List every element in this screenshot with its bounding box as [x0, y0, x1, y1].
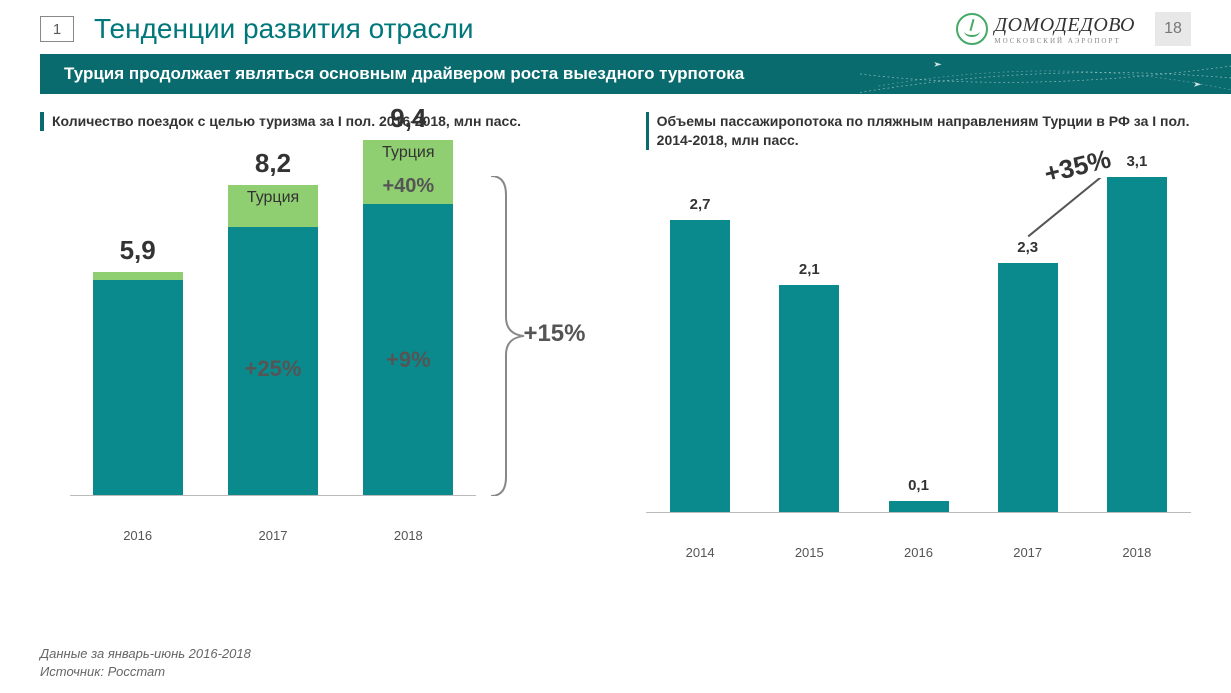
bar-value-label: 3,1 — [1107, 153, 1167, 170]
chart-title-accent — [40, 112, 44, 131]
x-axis-tick: 2017 — [973, 545, 1082, 560]
bar-total-label: 8,2 — [228, 148, 318, 179]
x-axis-tick: 2018 — [341, 528, 476, 543]
chart-title-accent — [646, 112, 649, 150]
slide-title: Тенденции развития отрасли — [94, 13, 956, 45]
logo-icon — [956, 13, 988, 45]
growth-arrow-icon — [646, 178, 1192, 513]
turkey-segment-label: Турция — [228, 189, 318, 207]
stacked-bar: +25%Турция8,2 — [228, 185, 318, 495]
base-growth-label: +25% — [228, 356, 318, 382]
turkey-growth-label: +40% — [363, 175, 453, 198]
section-number: 1 — [40, 16, 74, 42]
x-axis-tick: 2016 — [864, 545, 973, 560]
bar-total-label: 5,9 — [93, 235, 183, 266]
base-growth-label: +9% — [363, 347, 453, 373]
x-axis-tick: 2016 — [70, 528, 205, 543]
banner-decoration — [860, 54, 1231, 94]
footnote-period: Данные за январь-июнь 2016-2018 — [40, 645, 251, 663]
logo-name: ДОМОДЕДОВО — [994, 14, 1135, 37]
right-bar-chart: 2,72,10,12,33,1+35% 20142015201620172018 — [646, 178, 1192, 538]
x-axis-tick: 2017 — [205, 528, 340, 543]
slide-header: 1 Тенденции развития отрасли ДОМОДЕДОВО … — [0, 0, 1231, 54]
domodedovo-logo: ДОМОДЕДОВО МОСКОВСКИЙ АЭРОПОРТ — [956, 13, 1135, 45]
logo-subtitle: МОСКОВСКИЙ АЭРОПОРТ — [994, 37, 1135, 45]
x-axis-tick: 2014 — [646, 545, 755, 560]
bar-total-label: 9,4 — [363, 103, 453, 134]
bracket-label: +15% — [523, 320, 585, 348]
stacked-bar: 5,9 — [93, 272, 183, 495]
turkey-segment-label: Турция — [363, 144, 453, 162]
left-chart-block: Количество поездок с целью туризма за I … — [40, 112, 586, 538]
right-chart-block: Объемы пассажиропотока по пляжным направ… — [646, 112, 1192, 538]
stacked-bar: +9%Турция+40%9,4 — [363, 140, 453, 495]
footnote-source: Источник: Росстат — [40, 663, 251, 681]
bracket-icon: +15% — [486, 176, 536, 496]
x-axis-tick: 2015 — [755, 545, 864, 560]
left-stacked-bar-chart: 5,9+25%Турция8,2+9%Турция+40%9,4 2016201… — [40, 141, 586, 521]
footnotes: Данные за январь-июнь 2016-2018 Источник… — [40, 645, 251, 681]
page-number: 18 — [1155, 12, 1191, 46]
banner-text: Турция продолжает являться основным драй… — [40, 54, 860, 94]
bar-segment-turkey — [93, 272, 183, 280]
bar-segment-base — [93, 280, 183, 495]
right-chart-title: Объемы пассажиропотока по пляжным направ… — [657, 112, 1191, 150]
x-axis-tick: 2018 — [1082, 545, 1191, 560]
banner-row: Турция продолжает являться основным драй… — [0, 54, 1231, 94]
